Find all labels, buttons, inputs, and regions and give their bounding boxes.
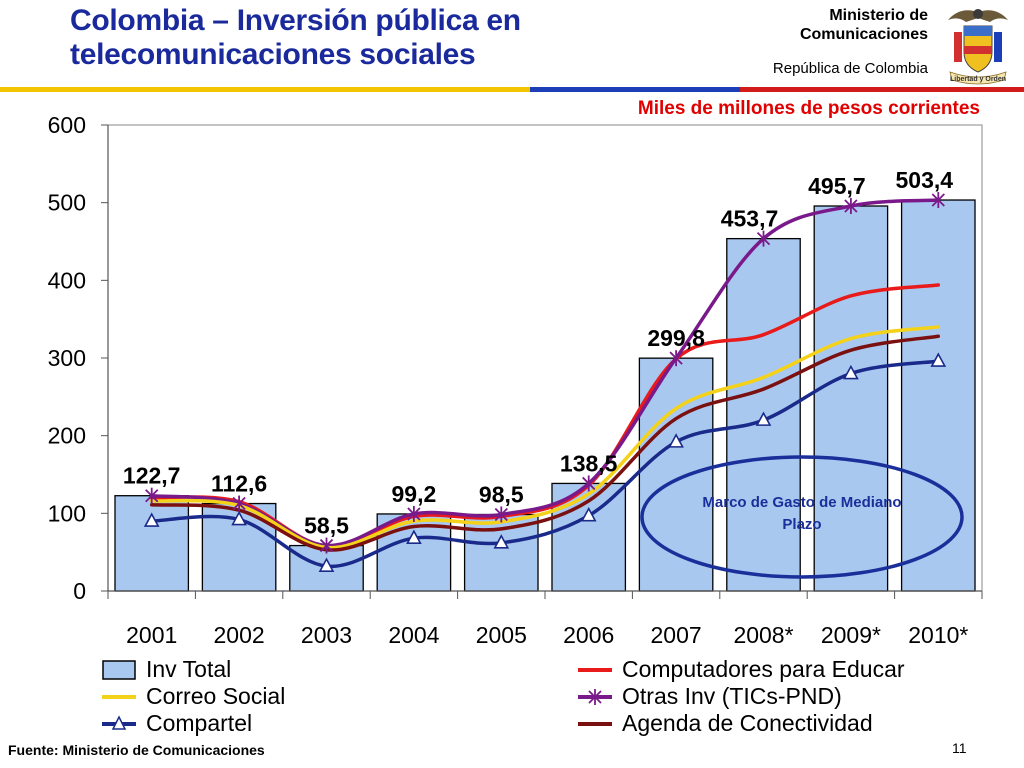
- bar-value-label: 112,6: [211, 471, 267, 497]
- marker-otras: [844, 198, 858, 215]
- x-tick-label: 2004: [388, 622, 439, 648]
- bar-value-label: 453,7: [721, 206, 779, 232]
- mgmp-annotation: Marco de Gasto de Mediano Plazo: [702, 494, 902, 533]
- page-number: 11: [952, 740, 967, 756]
- marker-compartel: [406, 529, 422, 544]
- bar-value-label: 58,5: [304, 513, 349, 539]
- coat-of-arms-icon: Libertad y Orden: [948, 9, 1008, 85]
- legend-label: Inv Total: [146, 656, 232, 682]
- bar-inv-total: [114, 495, 190, 592]
- y-tick-label: 500: [48, 190, 86, 216]
- crest-motto: Libertad y Orden: [950, 76, 1006, 83]
- marker-otras: [407, 505, 421, 522]
- marker-otras: [669, 350, 683, 367]
- marker-compartel: [668, 433, 684, 448]
- legend-swatch-line-icon: [578, 668, 612, 672]
- x-tick-label: 2007: [651, 622, 702, 648]
- bar-value-label: 99,2: [392, 481, 437, 507]
- ministry-name: Ministerio de Comunicaciones: [799, 7, 928, 43]
- bar-inv-total: [813, 205, 889, 592]
- legend-label: Agenda de Conectividad: [622, 710, 873, 736]
- marker-compartel: [143, 512, 160, 527]
- x-tick-label: 2001: [126, 622, 177, 648]
- marker-compartel: [493, 534, 510, 549]
- marker-compartel: [930, 352, 947, 367]
- bar-value-label: 122,7: [123, 463, 181, 489]
- marker-otras: [319, 537, 334, 554]
- legend-swatch-line-icon: [102, 695, 136, 699]
- legend-swatch-triangle-icon: [102, 715, 136, 730]
- republic-name: República de Colombia: [772, 60, 928, 77]
- x-tick-label: 2006: [563, 622, 614, 648]
- legend-label: Compartel: [146, 710, 253, 736]
- bar-value-label: 299,8: [647, 325, 705, 351]
- y-tick-label: 600: [48, 112, 86, 138]
- bar-value-label: 98,5: [479, 481, 524, 507]
- legend-swatch-box-icon: [102, 660, 136, 680]
- x-tick-label: 2003: [301, 622, 352, 648]
- source-note: Fuente: Ministerio de Comunicaciones: [8, 742, 265, 758]
- header-stripe-blue: [530, 87, 740, 92]
- y-tick-label: 300: [48, 345, 86, 371]
- legend-label: Otras Inv (TICs-PND): [622, 683, 842, 709]
- legend-label: Correo Social: [146, 683, 286, 709]
- x-tick-label: 2005: [476, 622, 527, 648]
- y-tick-label: 400: [48, 267, 86, 293]
- y-tick-label: 100: [48, 500, 86, 526]
- units-label: Miles de millones de pesos corrientes: [637, 98, 980, 119]
- line-compartel: [149, 359, 941, 568]
- marker-otras: [145, 487, 159, 504]
- marker-compartel: [231, 510, 247, 526]
- x-tick-label: 2010*: [908, 622, 968, 648]
- legend-swatch-star-icon: [578, 689, 612, 705]
- marker-compartel: [843, 364, 859, 380]
- line-correo: [149, 325, 941, 550]
- header-stripe-red: [740, 87, 1024, 92]
- bar-value-label: 495,7: [808, 173, 866, 199]
- marker-otras: [582, 475, 596, 492]
- bar-inv-total: [900, 199, 976, 592]
- mgmp-ellipse: [640, 455, 964, 579]
- marker-otras: [931, 192, 945, 209]
- x-tick-label: 2008*: [733, 622, 793, 648]
- line-agenda: [149, 334, 941, 552]
- marker-otras: [756, 230, 771, 247]
- legend-swatch-line-icon: [578, 722, 612, 726]
- x-tick-label: 2009*: [821, 622, 881, 648]
- marker-otras: [494, 506, 508, 523]
- x-tick-label: 2002: [214, 622, 265, 648]
- marker-compartel: [755, 411, 772, 426]
- y-tick-label: 200: [48, 423, 86, 449]
- marker-otras: [232, 495, 246, 512]
- marker-compartel: [580, 506, 597, 522]
- legend-label: Computadores para Educar: [622, 656, 905, 682]
- bar-value-label: 138,5: [560, 450, 618, 476]
- bar-value-label: 503,4: [896, 167, 954, 193]
- slide-title: Colombia – Inversión pública en telecomu…: [70, 4, 521, 71]
- header-stripe-yellow: [0, 87, 530, 92]
- y-tick-label: 0: [73, 578, 86, 604]
- marker-compartel: [318, 557, 335, 572]
